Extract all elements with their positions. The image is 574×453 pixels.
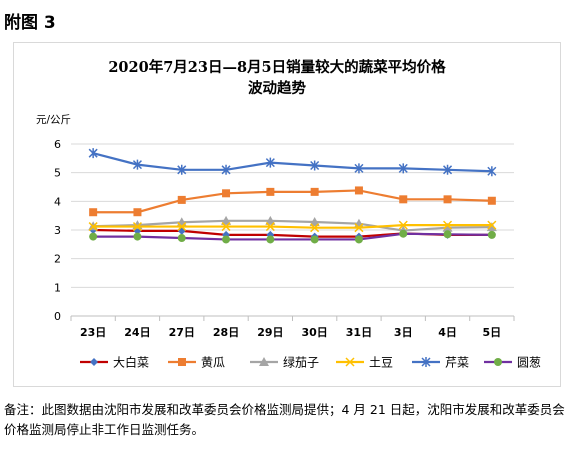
data-point [443,230,452,239]
legend-item[interactable]: 土豆 [336,356,393,370]
data-point [133,208,142,217]
data-point [222,189,231,198]
series-芹菜 [88,148,497,177]
data-point [443,164,453,175]
legend-marker [345,357,355,367]
data-point [265,157,275,168]
series-土豆 [88,220,497,233]
legend-marker [494,358,502,366]
data-point [89,208,98,217]
chart-title-line-1: 2020年7月23日—8月5日销量较大的蔬菜平均价格 [108,58,446,76]
data-point [221,164,231,175]
y-tick-label: 5 [54,167,61,180]
data-point [309,216,320,226]
data-point [398,220,408,230]
x-tick-label: 28日 [213,326,239,339]
legend-item[interactable]: 芹菜 [412,356,469,370]
series-line [93,219,492,232]
data-point [486,222,497,232]
data-point [266,235,275,244]
chart-area: 2020年7月23日—8月5日销量较大的蔬菜平均价格 波动趋势 元/公斤 0 1 2… [13,42,561,387]
y-tick-label: 4 [54,195,61,208]
data-point [221,222,231,232]
data-point [265,222,275,232]
legend-label: 黄瓜 [201,356,225,370]
data-point [266,187,275,196]
y-tick-label: 6 [54,138,61,151]
data-point [88,148,98,159]
data-point [310,160,320,171]
data-point [265,215,276,225]
data-point [177,226,186,235]
series-line [93,232,492,241]
series-line [93,189,492,214]
data-point [399,195,408,204]
footnote: 备注：此图数据由沈阳市发展和改革委员会价格监测局提供；4 月 21 日起，沈阳市… [4,402,565,437]
y-tick-label: 2 [54,253,61,266]
data-point [177,164,187,175]
legend-label: 圆葱 [517,356,541,370]
x-tick-label: 27日 [169,326,195,339]
x-tick-label: 3日 [394,326,413,339]
data-point [310,223,320,233]
legend-item[interactable]: 绿茄子 [250,355,319,370]
chart-title-line-2: 波动趋势 [248,79,306,97]
legend-item[interactable]: 圆葱 [484,356,541,370]
legend-item[interactable]: 黄瓜 [168,356,225,370]
y-tick-label: 0 [54,310,61,323]
figure-label: 附图 3 [4,13,56,33]
data-point [133,232,142,241]
data-point [310,187,319,196]
data-point [88,222,98,232]
y-tick-label: 3 [54,224,61,237]
data-point [177,195,186,204]
data-point [442,222,453,232]
x-tick-label: 24日 [124,326,150,339]
series-黄瓜 [89,186,496,217]
legend-label: 大白菜 [113,355,149,370]
data-point [354,163,364,174]
y-axis-label: 元/公斤 [36,114,71,126]
x-tick-label: 4日 [438,326,457,339]
series-line [93,224,492,229]
data-point [221,215,232,225]
data-point [354,186,363,195]
data-point [177,234,186,243]
legend-marker [421,357,431,367]
legend-marker [90,358,98,366]
data-point [487,196,496,205]
series-圆葱 [89,229,496,244]
y-tick-label: 1 [54,281,61,294]
legend-marker [259,357,269,366]
x-tick-label: 23日 [80,326,106,339]
legend-label: 绿茄子 [283,355,319,370]
data-point [487,166,497,177]
legend-label: 土豆 [369,356,393,370]
data-point [487,230,496,239]
series-line [92,152,492,173]
x-tick-label: 31日 [346,326,372,339]
data-point [398,163,408,174]
data-point [310,235,319,244]
legend-label: 芹菜 [445,356,469,370]
data-point [443,195,452,204]
data-point [399,229,408,238]
data-point [354,235,363,244]
data-point [354,223,364,233]
data-point [132,159,142,170]
data-point [443,220,453,230]
data-point [177,222,187,232]
x-tick-label: 5日 [483,326,502,339]
legend-marker [178,358,186,366]
x-tick-label: 30日 [301,326,327,339]
x-tick-label: 29日 [257,326,283,339]
line-chart: 2020年7月23日—8月5日销量较大的蔬菜平均价格 波动趋势 元/公斤 0 1 2… [36,58,541,370]
data-point [89,232,98,241]
data-point [222,235,231,244]
legend-item[interactable]: 大白菜 [80,355,149,370]
data-point [132,222,142,232]
data-point [487,220,497,230]
